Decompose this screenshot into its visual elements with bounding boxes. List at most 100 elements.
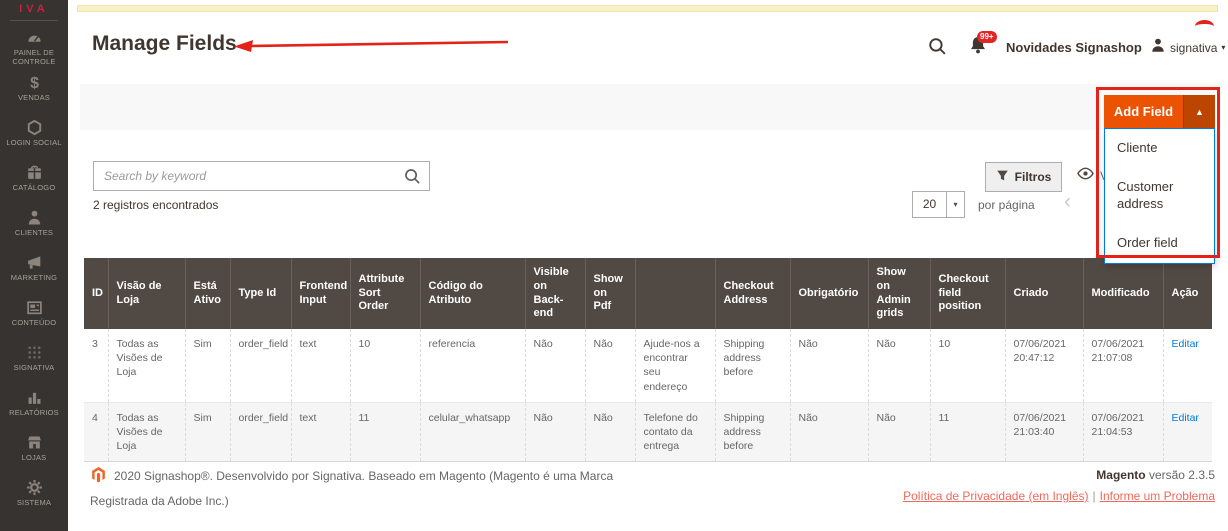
novidades-link[interactable]: Novidades Signashop (1006, 40, 1142, 55)
search-input[interactable] (93, 161, 430, 191)
records-count: 2 registros encontrados (93, 198, 219, 212)
cell-modified: 07/06/2021 21:04:53 (1082, 402, 1163, 463)
reports-icon (26, 389, 43, 406)
catalog-icon (26, 164, 43, 181)
stores-icon (26, 434, 43, 451)
sidebar-item-clientes[interactable]: CLIENTES (0, 205, 68, 250)
cell-sort-order: 11 (349, 402, 420, 463)
login-social-icon (26, 119, 43, 136)
cell-show-admin-grids: Não (867, 402, 930, 463)
sidebar-item-catalogo[interactable]: CATÁLOGO (0, 160, 68, 205)
system-message-strip (77, 5, 1218, 12)
cell-visible-backend: Não (524, 402, 585, 463)
col-header-checkout-field-position[interactable]: Checkout field position (929, 258, 1005, 329)
edit-link[interactable]: Editar (1171, 411, 1199, 424)
pagination-prev-button[interactable]: ‹ (1064, 190, 1071, 213)
footer-copyright: 2020 Signashop®. Desenvolvido por Signat… (90, 466, 668, 512)
sidebar-item-login-social[interactable]: LOGIN SOCIAL (0, 115, 68, 160)
col-header-show-on-pdf[interactable]: Show on Pdf (584, 258, 635, 329)
notifications-count-badge: 99+ (977, 31, 997, 43)
col-header-criado[interactable]: Criado (1004, 258, 1083, 329)
per-page-select[interactable]: 20 ▾ (912, 191, 965, 218)
sidebar-item-vendas[interactable]: $ VENDAS (17, 74, 51, 102)
cell-frontend-input: text (290, 329, 350, 403)
add-field-button[interactable]: Add Field (1104, 95, 1183, 128)
signativa-icon (26, 344, 43, 361)
col-header-obrigatorio[interactable]: Obrigatório (789, 258, 868, 329)
col-header-id[interactable]: ID (84, 258, 108, 329)
table-row: 3 Todas as Visões de Loja Sim order_fiel… (84, 329, 1212, 403)
col-header-type-id[interactable]: Type Id (229, 258, 291, 329)
page-title: Manage Fields (92, 32, 237, 55)
footer-version: Magento versão 2.3.5 (1096, 468, 1215, 482)
sidebar-item-conteudo[interactable]: CONTEÚDO (0, 295, 68, 340)
table-row: 4 Todas as Visões de Loja Sim order_fiel… (84, 402, 1212, 463)
dropdown-item-customer-address[interactable]: Customer address (1117, 178, 1174, 211)
col-header-visao-de-loja[interactable]: Visão de Loja (107, 258, 185, 329)
cell-show-on-pdf: Não (584, 402, 635, 463)
privacy-policy-link[interactable]: Política de Privacidade (em Inglês) (903, 489, 1089, 503)
sidebar-item-painel-de-controle[interactable]: PAINEL DE CONTROLE (0, 25, 68, 70)
filters-button[interactable]: Filtros (985, 162, 1062, 192)
report-issue-link[interactable]: Informe um Problema (1099, 489, 1215, 503)
dropdown-item-order-field[interactable]: Order field (1117, 234, 1178, 250)
sidebar-item-marketing[interactable]: MARKETING (0, 250, 68, 295)
cell-type-id: order_field (229, 402, 291, 463)
add-field-split-button: Add Field ▲ (1104, 95, 1215, 128)
cell-store-view: Todas as Visões de Loja (107, 402, 185, 463)
cell-created: 07/06/2021 20:47:12 (1004, 329, 1083, 403)
edit-link[interactable]: Editar (1171, 338, 1199, 350)
dropdown-item-cliente[interactable]: Cliente (1117, 140, 1158, 155)
user-icon (1150, 37, 1166, 58)
cell-checkout-address: Shipping address before (714, 402, 790, 463)
cell-frontend-input: text (290, 402, 350, 463)
add-field-dropdown: Cliente Customer address Order field (1104, 128, 1215, 264)
col-header-description[interactable] (634, 258, 715, 329)
sidebar-item-sistema[interactable]: SISTEMA (0, 475, 68, 520)
col-header-frontend-input[interactable]: Frontend Input (290, 258, 350, 329)
col-header-attribute-sort-order[interactable]: Attribute Sort Order (349, 258, 420, 329)
user-name: signativa (1170, 40, 1218, 55)
sidebar-item-relatorios[interactable]: RELATÓRIOS (0, 385, 68, 430)
cell-show-admin-grids: Não (867, 329, 930, 403)
cell-sort-order: 10 (349, 329, 420, 403)
sidebar-item-lojas[interactable]: LOJAS (0, 430, 68, 475)
col-header-acao[interactable]: Ação (1162, 258, 1212, 329)
cell-created: 07/06/2021 21:03:40 (1004, 402, 1083, 463)
cell-field-position: 11 (929, 402, 1005, 463)
keyword-search-icon[interactable] (404, 168, 421, 190)
col-header-codigo-do-atributo[interactable]: Código do Atributo (419, 258, 525, 329)
dashboard-icon (26, 29, 43, 46)
select-caret-icon: ▾ (946, 192, 964, 217)
col-header-modificado[interactable]: Modificado (1082, 258, 1163, 329)
search-icon[interactable] (928, 37, 947, 61)
cell-id: 3 (84, 329, 108, 403)
col-header-visible-on-backend[interactable]: Visible on Back-end (524, 258, 585, 329)
sidebar-item-signativa[interactable]: SIGNATIVA (0, 340, 68, 385)
sidebar-divider (10, 20, 58, 21)
add-field-caret-button[interactable]: ▲ (1183, 95, 1215, 128)
chevron-down-icon: ▾ (1221, 43, 1226, 52)
footer-links: Política de Privacidade (em Inglês) | Info… (903, 489, 1215, 503)
cell-is-active: Sim (184, 329, 230, 403)
grid-header-row: ID Visão de Loja Está Ativo Type Id Fron… (84, 258, 1212, 329)
col-header-checkout-address[interactable]: Checkout Address (714, 258, 790, 329)
signativa-logo[interactable]: IVA (19, 3, 49, 13)
user-menu[interactable]: signativa ▾ (1150, 37, 1225, 58)
cell-attribute-code: celular_whatsapp (419, 402, 525, 463)
caret-up-icon: ▲ (1195, 106, 1204, 117)
content-icon (26, 299, 43, 316)
col-header-esta-ativo[interactable]: Está Ativo (184, 258, 230, 329)
eye-icon (1077, 167, 1094, 185)
magento-logo-icon (90, 466, 107, 491)
cell-id: 4 (84, 402, 108, 463)
cell-description: Ajude-nos a encontrar seu endereço (634, 329, 715, 403)
system-icon (26, 479, 43, 496)
cell-attribute-code: referencia (419, 329, 525, 403)
cell-is-active: Sim (184, 402, 230, 463)
cell-field-position: 10 (929, 329, 1005, 403)
sales-icon: $ (26, 74, 43, 91)
col-header-show-on-admin-grids[interactable]: Show on Admin grids (867, 258, 930, 329)
admin-sidebar: IVA PAINEL DE CONTROLE $ VENDAS LOGIN SO… (0, 0, 68, 531)
